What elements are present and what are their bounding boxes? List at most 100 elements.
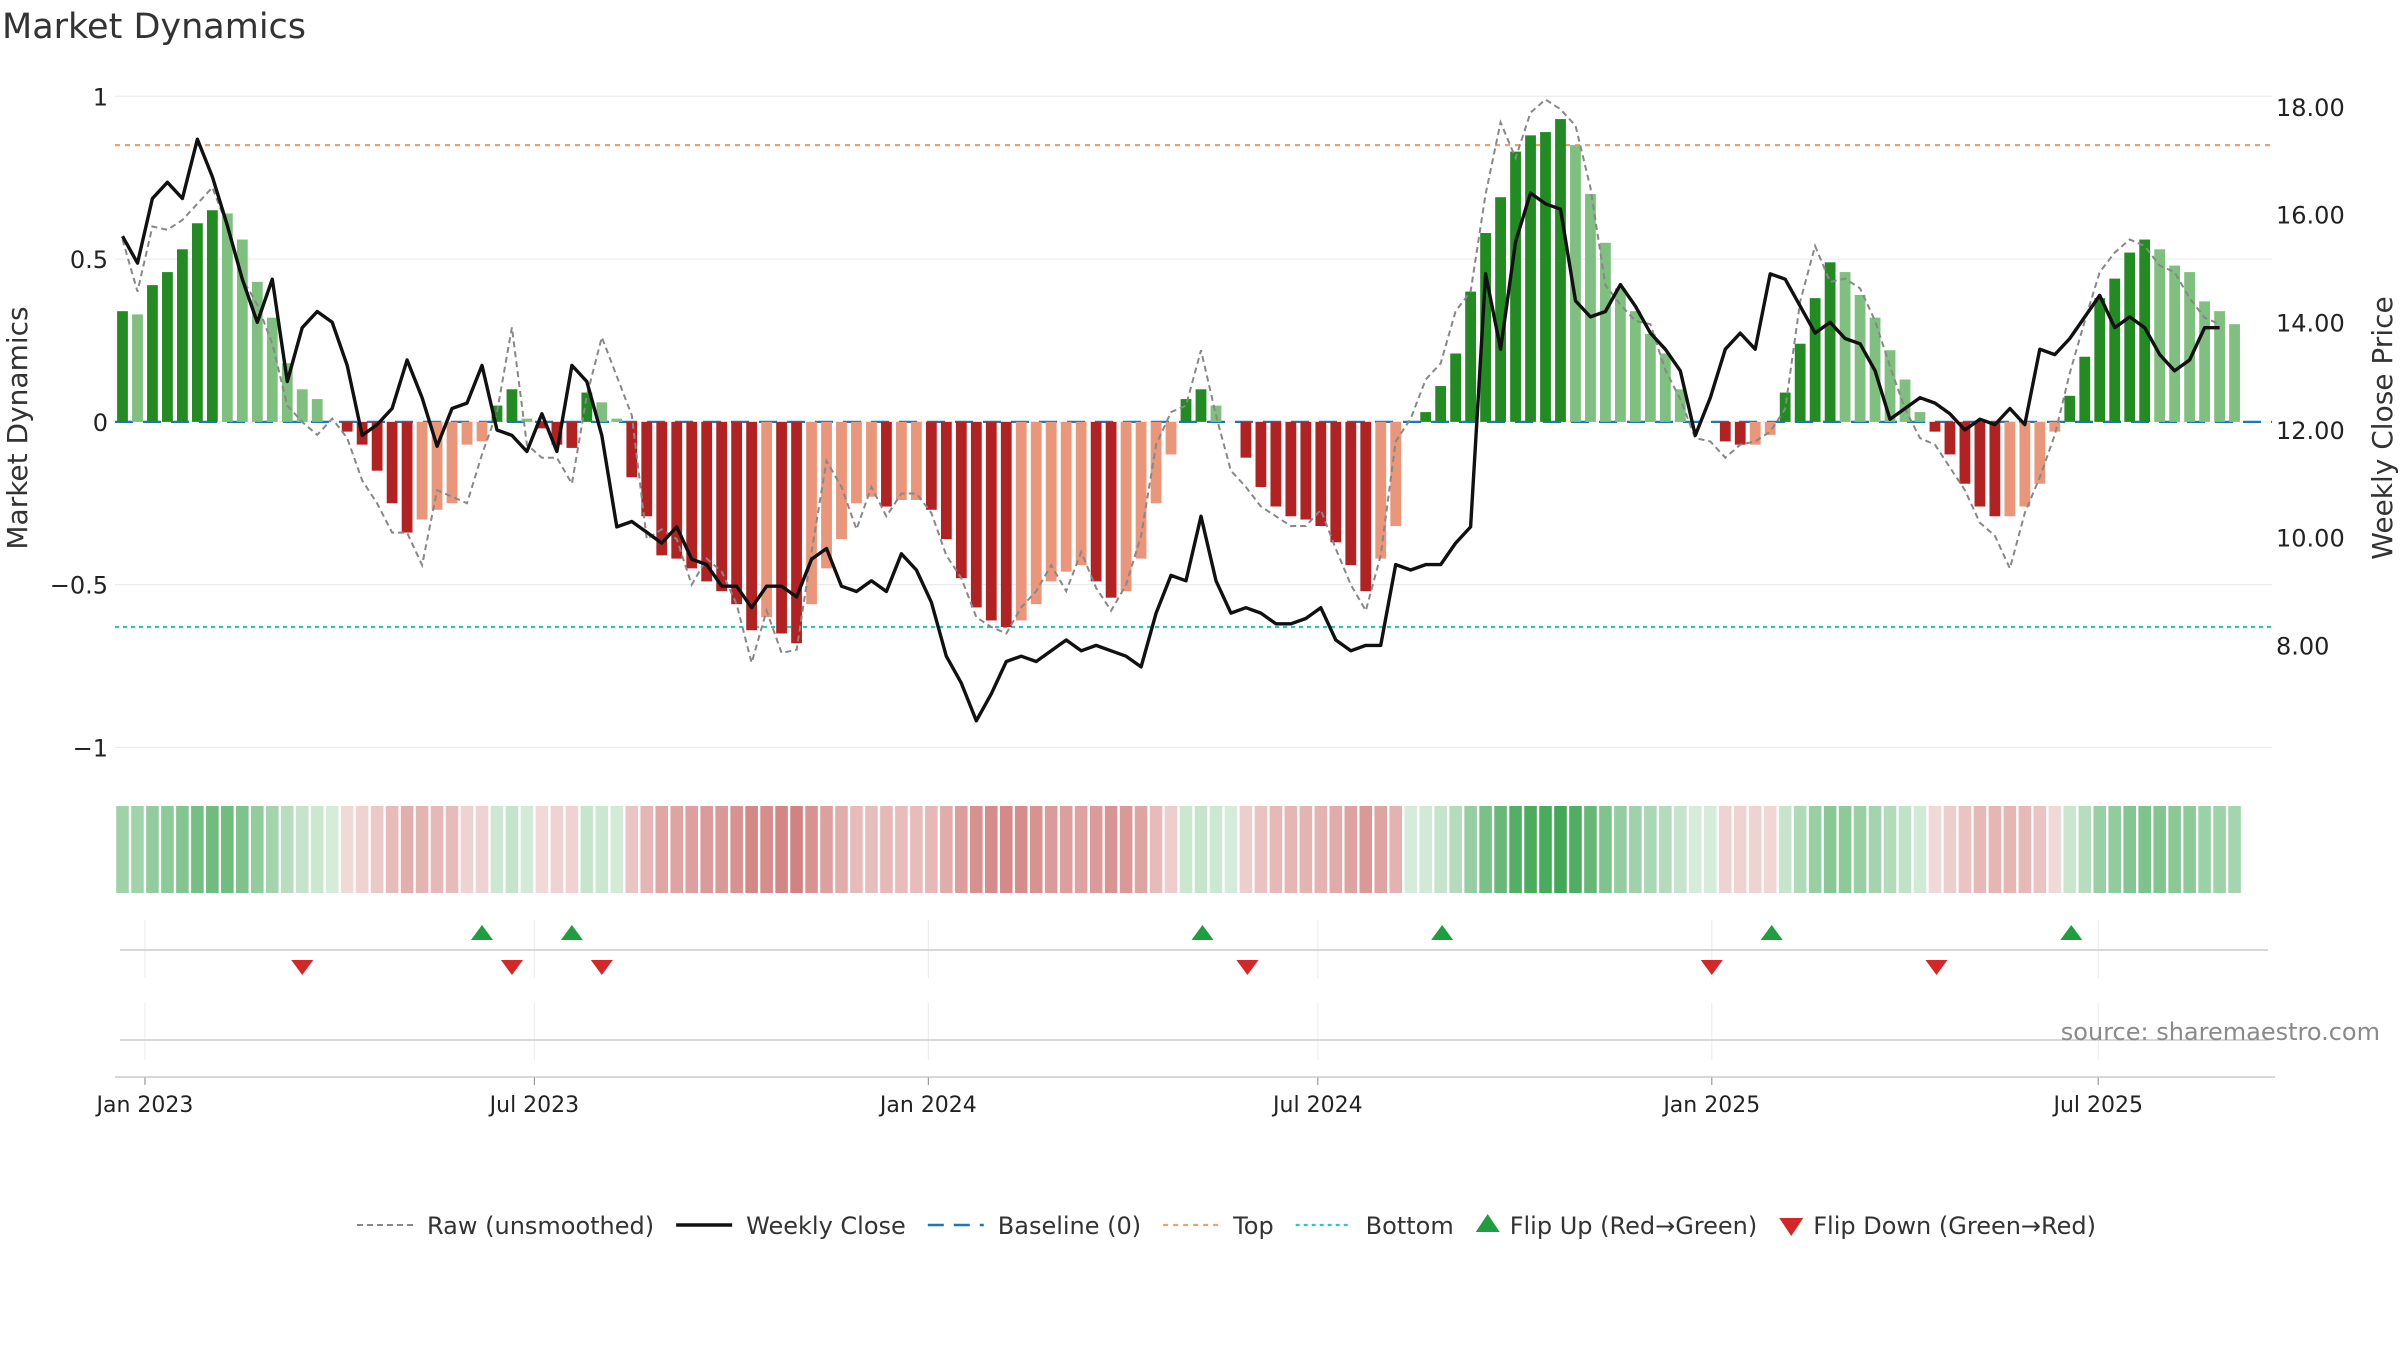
regime-strip-cell [999, 806, 1013, 893]
regime-strip-cell [1748, 806, 1762, 893]
strength-bar [2094, 298, 2106, 422]
strength-bar [896, 421, 907, 500]
regime-strip-cell [2078, 806, 2092, 893]
flip-up-marker [1760, 925, 1783, 940]
strength-bar [1839, 272, 1851, 422]
legend-label: Flip Up (Red→Green) [1510, 1212, 1758, 1240]
regime-strip-cell [1763, 806, 1777, 893]
regime-strip-cell [1913, 806, 1927, 893]
strength-bar [1180, 399, 1192, 422]
regime-strip-cell [820, 806, 833, 893]
regime-strip-cell [2108, 806, 2122, 893]
regime-strip-cell [400, 806, 414, 893]
y-tick-label-left: 0 [93, 409, 108, 437]
legend-label: Raw (unsmoothed) [427, 1212, 654, 1240]
regime-strip-cell [206, 806, 219, 893]
regime-strip-cell [715, 806, 728, 893]
strength-bar [266, 317, 278, 422]
regime-strip-cell [490, 806, 504, 893]
regime-strip-cell [2213, 806, 2226, 893]
strength-bar [1135, 421, 1147, 559]
y-tick-label-right: 10.00 [2276, 525, 2345, 553]
legend-label: Weekly Close [746, 1212, 906, 1240]
legend-label: Flip Down (Green→Red) [1813, 1212, 2096, 1240]
x-tick-label: Jul 2024 [1271, 1093, 1363, 1118]
y-axis-label-left: Market Dynamics [1, 306, 34, 549]
regime-strip-cell [580, 806, 594, 893]
regime-strip-cell [161, 806, 174, 893]
strength-bar [1944, 421, 1956, 455]
regime-strip-cell [730, 806, 743, 893]
legend-item-flip-up: Flip Up (Red→Green) [1475, 1212, 1758, 1240]
strength-bar [551, 421, 563, 445]
regime-strip-cell [236, 806, 249, 893]
strength-bar [1375, 421, 1387, 559]
strength-bar [1600, 242, 1611, 422]
strength-bar [836, 421, 847, 540]
strength-bar [1450, 353, 1462, 422]
regime-strip-cell [1883, 806, 1897, 893]
regime-strip-cell [1359, 806, 1373, 893]
regime-strip-cell [385, 806, 399, 893]
regime-strip-cell [640, 806, 654, 893]
flip-down-marker [1700, 960, 1723, 975]
flip-up-marker [2060, 925, 2083, 940]
regime-strip-cell [2153, 806, 2166, 893]
regime-strip-cell [1059, 806, 1073, 893]
regime-strip-cell [1194, 806, 1208, 893]
empty-panel [115, 1003, 2275, 1078]
strength-bar [1764, 421, 1776, 435]
strength-bar [431, 421, 443, 510]
strength-bar [206, 210, 218, 422]
regime-strip-cell [370, 806, 384, 893]
regime-strip-cell [1718, 806, 1732, 893]
strength-bar [656, 421, 668, 556]
regime-strip-cell [1434, 806, 1447, 893]
x-tick-label: Jan 2024 [878, 1093, 977, 1118]
regime-strip-cell [625, 806, 639, 893]
regime-strip-cell [2228, 806, 2241, 893]
strength-bar [2034, 421, 2046, 484]
regime-strip-cell [1853, 806, 1867, 893]
regime-strip-cell [910, 806, 923, 893]
strength-bar [1570, 145, 1581, 422]
strength-bar [1615, 288, 1626, 422]
strength-bar [701, 421, 713, 582]
flip-markers-panel [120, 920, 2268, 978]
regime-strip-cell [1659, 806, 1672, 893]
strength-bar [1480, 233, 1491, 422]
regime-strip-cell [535, 806, 549, 893]
y-tick-label-right: 12.00 [2276, 417, 2345, 445]
regime-strip-cell [685, 806, 698, 893]
regime-strip-cell [1943, 806, 1957, 893]
strength-bar [236, 239, 248, 422]
strength-bar [1045, 421, 1057, 582]
regime-strip-cell [1778, 806, 1792, 893]
regime-strip-cell [1689, 806, 1702, 893]
line-layer [121, 98, 2220, 723]
legend: Raw (unsmoothed) Weekly Close Baseline (0)… [357, 1212, 2096, 1240]
strength-bar [296, 389, 308, 422]
y-tick-label-right: 8.00 [2276, 632, 2329, 660]
strength-bar [671, 421, 683, 559]
regime-strip-cell [1254, 806, 1268, 893]
regime-strip-cell [1389, 806, 1403, 893]
strength-bar [521, 418, 533, 422]
regime-strip-cell [610, 806, 624, 893]
strength-bar [221, 213, 233, 422]
regime-strip-cell [1209, 806, 1223, 893]
regime-strip-cell [2093, 806, 2107, 893]
regime-strip-cell [430, 806, 444, 893]
strength-bar [716, 421, 728, 592]
strength-bar [1255, 421, 1267, 487]
strength-bar [386, 421, 398, 504]
strength-bar [491, 405, 503, 422]
strength-bar [581, 392, 593, 422]
regime-strip-cell [280, 806, 294, 893]
regime-strip-cell [1823, 806, 1837, 893]
regime-strip-cell [1014, 806, 1028, 893]
legend-label: Bottom [1366, 1212, 1454, 1240]
legend-item-top: Top [1163, 1212, 1274, 1240]
regime-strip-cell [1524, 806, 1537, 893]
strength-bar [2124, 252, 2136, 422]
